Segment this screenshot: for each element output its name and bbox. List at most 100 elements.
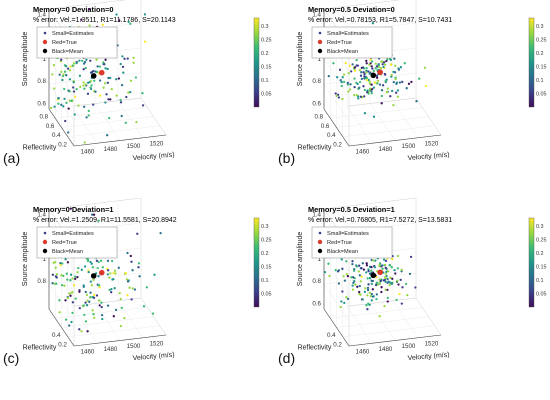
z-tick-label: 1.4 bbox=[37, 212, 46, 219]
mean-point bbox=[90, 273, 97, 279]
legend-marker-estimates bbox=[43, 31, 47, 35]
estimate-point bbox=[334, 269, 337, 272]
estimate-point bbox=[92, 103, 95, 106]
estimate-point bbox=[357, 270, 360, 273]
estimate-point bbox=[66, 278, 69, 281]
estimate-point bbox=[82, 84, 85, 87]
estimate-point bbox=[363, 111, 367, 115]
estimate-point bbox=[365, 59, 368, 63]
estimate-point bbox=[131, 287, 134, 290]
estimate-point bbox=[135, 120, 138, 124]
legend: Small=Estimates Red=True Black=Mean bbox=[311, 226, 393, 259]
estimate-point bbox=[73, 95, 77, 98]
estimate-point bbox=[101, 266, 104, 269]
estimate-point bbox=[349, 83, 352, 86]
colorbar-tick-label: 0.15 bbox=[261, 265, 272, 271]
estimate-point bbox=[327, 74, 330, 78]
z-axis-label: Source amplitude bbox=[22, 32, 29, 87]
estimate-point bbox=[106, 304, 110, 307]
estimate-point bbox=[346, 297, 350, 301]
estimate-point bbox=[376, 283, 380, 286]
estimate-point bbox=[112, 278, 115, 281]
colorbar-tick-label: 0.2 bbox=[536, 251, 544, 257]
panel-label: (d) bbox=[278, 350, 295, 366]
estimate-point bbox=[405, 87, 408, 90]
estimate-point bbox=[339, 305, 342, 309]
estimate-point bbox=[125, 95, 128, 99]
estimate-point bbox=[118, 291, 121, 295]
estimate-point bbox=[365, 69, 368, 72]
estimate-point bbox=[89, 80, 93, 83]
panel-a: 14601480150015200.20.40.60.80.60.811.21.… bbox=[3, 0, 272, 166]
x-tick-label: 1520 bbox=[150, 140, 164, 147]
estimate-point bbox=[357, 97, 360, 100]
estimate-point bbox=[59, 263, 62, 267]
estimate-point bbox=[365, 62, 368, 65]
colorbar-scale bbox=[253, 17, 260, 108]
legend-marker-mean bbox=[42, 48, 48, 54]
estimate-point bbox=[374, 259, 377, 262]
estimate-point bbox=[66, 261, 70, 264]
estimate-point bbox=[132, 61, 135, 64]
legend-entry: Black=Mean bbox=[327, 249, 358, 255]
z-axis-label: Source amplitude bbox=[297, 32, 304, 87]
estimate-point bbox=[86, 258, 90, 261]
estimate-point bbox=[96, 266, 99, 270]
x-tick-label: 1520 bbox=[425, 340, 439, 347]
estimate-point bbox=[396, 279, 399, 282]
estimate-point bbox=[395, 82, 398, 85]
estimate-point bbox=[362, 85, 365, 88]
estimate-point bbox=[54, 266, 57, 269]
estimate-point bbox=[72, 86, 75, 89]
estimate-point bbox=[83, 87, 86, 90]
estimate-point bbox=[383, 61, 386, 64]
z-axis-label: Source amplitude bbox=[22, 232, 29, 287]
estimate-point bbox=[72, 80, 75, 84]
estimate-point bbox=[367, 269, 370, 273]
estimate-point bbox=[371, 295, 374, 298]
estimate-point bbox=[365, 271, 368, 274]
estimate-point bbox=[82, 81, 85, 84]
estimate-point bbox=[363, 72, 366, 76]
x-tick-label: 1500 bbox=[402, 143, 416, 150]
y-tick-label: 0.4 bbox=[327, 132, 336, 139]
y-tick-label: 0.4 bbox=[52, 132, 61, 139]
estimate-point bbox=[365, 76, 369, 80]
colorbar-tick-label: 0.25 bbox=[261, 38, 272, 44]
estimate-point bbox=[109, 76, 112, 80]
colorbar-tick-label: 0.2 bbox=[261, 251, 269, 257]
estimate-point bbox=[52, 63, 56, 67]
estimate-point bbox=[338, 68, 342, 71]
z-tick-label: 1.4 bbox=[37, 12, 46, 19]
estimate-point bbox=[115, 78, 118, 81]
gridline bbox=[48, 258, 75, 297]
estimate-point bbox=[93, 293, 96, 296]
estimate-point bbox=[90, 284, 94, 287]
estimate-point bbox=[121, 65, 125, 69]
legend-marker-true bbox=[42, 39, 48, 45]
estimate-point bbox=[69, 279, 72, 282]
panel-title: Memory=0.5 Deviation=0 bbox=[308, 5, 395, 14]
x-tick-label: 1520 bbox=[150, 340, 164, 347]
colorbar-tick-label: 0.15 bbox=[536, 65, 547, 71]
estimate-point bbox=[63, 97, 66, 101]
estimate-point bbox=[110, 287, 113, 291]
estimate-point bbox=[362, 268, 366, 271]
estimate-point bbox=[119, 62, 122, 66]
gridline bbox=[55, 107, 148, 119]
estimate-point bbox=[83, 265, 87, 268]
x-tick-label: 1500 bbox=[402, 343, 416, 350]
estimate-point bbox=[117, 77, 121, 80]
legend-marker-mean bbox=[42, 248, 48, 254]
estimate-point bbox=[115, 94, 118, 97]
estimate-point bbox=[68, 69, 72, 72]
estimate-point bbox=[105, 93, 108, 96]
estimate-point bbox=[390, 73, 393, 77]
estimate-point bbox=[372, 69, 376, 73]
estimate-point bbox=[104, 58, 107, 61]
estimate-point bbox=[369, 58, 372, 61]
estimate-point bbox=[85, 116, 88, 119]
estimate-point bbox=[102, 61, 105, 64]
estimate-point bbox=[374, 62, 377, 65]
panel-label: (a) bbox=[3, 150, 20, 166]
